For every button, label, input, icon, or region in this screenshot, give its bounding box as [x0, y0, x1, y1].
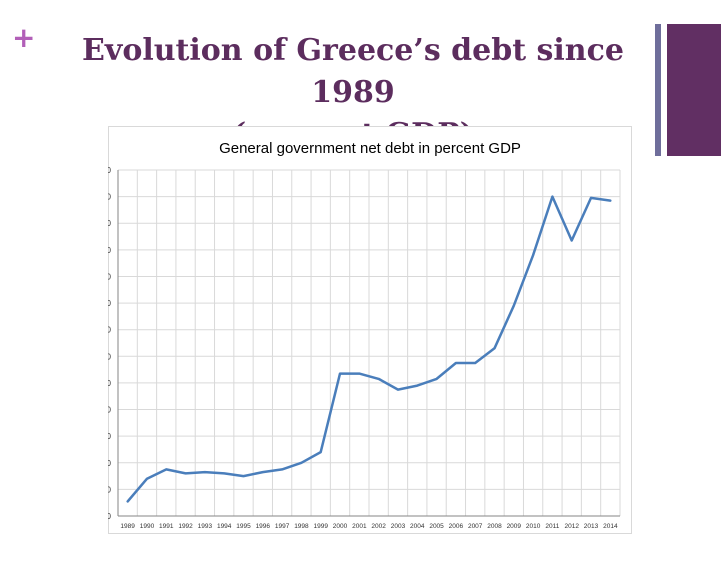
chart-title: General government net debt in percent G… — [219, 140, 521, 157]
x-tick-label: 2011 — [545, 523, 559, 530]
x-tick-label: 1989 — [120, 523, 135, 530]
y-tick-label: 90 — [108, 406, 112, 415]
x-tick-label: 1993 — [198, 523, 213, 530]
y-tick-label: 80 — [108, 432, 112, 441]
x-tick-label: 2010 — [526, 523, 541, 530]
x-tick-label: 1990 — [140, 523, 155, 530]
x-tick-label: 1999 — [313, 523, 328, 530]
x-tick-label: 1998 — [294, 523, 309, 530]
y-tick-label: 70 — [108, 459, 112, 468]
x-tick-label: 1997 — [275, 523, 290, 530]
y-tick-label: 60 — [108, 485, 112, 494]
y-tick-label: 120 — [108, 326, 112, 335]
decorative-bar-thick — [667, 24, 721, 156]
x-tick-label: 1996 — [256, 523, 271, 530]
x-tick-label: 1992 — [178, 523, 193, 530]
x-tick-label: 1991 — [159, 523, 174, 530]
y-tick-label: 170 — [108, 193, 112, 202]
y-tick-label: 140 — [108, 272, 112, 281]
series-line — [126, 195, 612, 503]
x-tick-label: 1995 — [236, 523, 251, 530]
chart-plot: General government net debt in percent G… — [108, 140, 621, 530]
x-tick-label: 2004 — [410, 523, 425, 530]
x-tick-label: 2001 — [352, 523, 367, 530]
x-tick-label: 2012 — [564, 523, 579, 530]
x-tick-label: 2013 — [584, 523, 599, 530]
y-tick-label: 50 — [108, 512, 112, 521]
x-tick-label: 2008 — [487, 523, 502, 530]
x-tick-label: 2000 — [333, 523, 348, 530]
slide-title-line-1: Evolution of Greece’s debt since 1989 — [82, 33, 624, 110]
x-tick-label: 2014 — [603, 523, 618, 530]
y-tick-label: 150 — [108, 246, 112, 255]
y-tick-label: 160 — [108, 219, 112, 228]
plus-bullet-icon: + — [12, 21, 36, 54]
x-tick-label: 2009 — [507, 523, 522, 530]
decorative-bar-thin — [655, 24, 661, 156]
y-tick-label: 110 — [108, 352, 112, 361]
x-tick-label: 2006 — [449, 523, 464, 530]
y-tick-label: 100 — [108, 379, 112, 388]
x-tick-label: 2003 — [391, 523, 406, 530]
x-tick-label: 2002 — [371, 523, 386, 530]
y-tick-label: 180 — [108, 166, 112, 175]
x-tick-label: 2007 — [468, 523, 483, 530]
x-tick-label: 2005 — [429, 523, 444, 530]
y-tick-label: 130 — [108, 299, 112, 308]
x-tick-label: 1994 — [217, 523, 232, 530]
